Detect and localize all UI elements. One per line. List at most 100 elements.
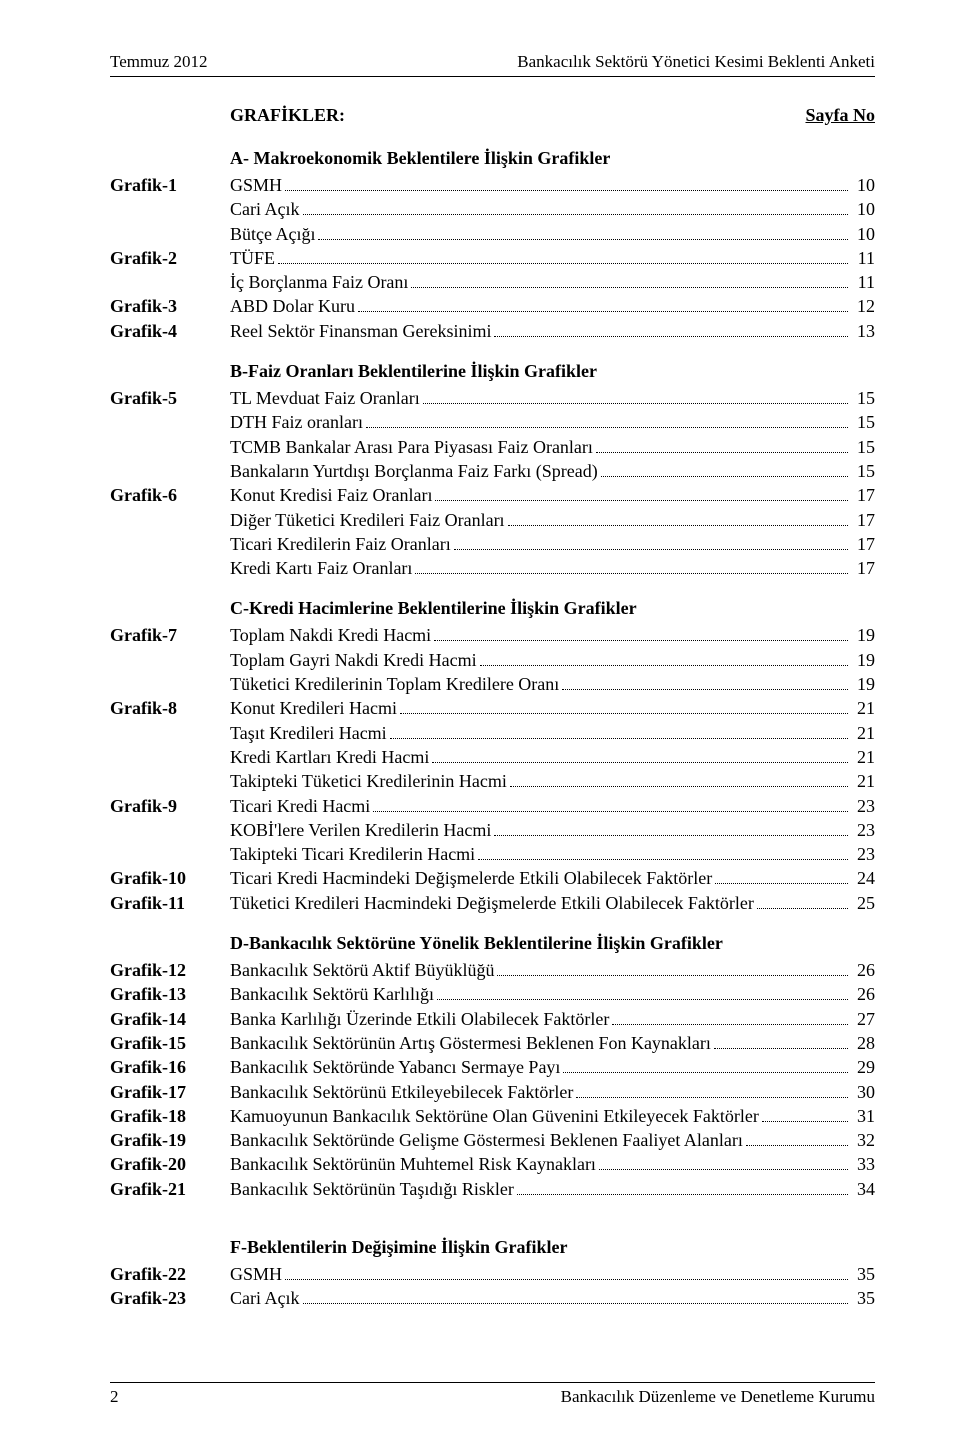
page-header: Temmuz 2012 Bankacılık Sektörü Yönetici …: [110, 52, 875, 72]
toc-line: Kredi Kartı Faiz Oranları17: [110, 556, 875, 580]
toc-leader-dots: [478, 859, 848, 860]
toc-leader-dots: [366, 427, 848, 428]
toc-line: Grafik-11Tüketici Kredileri Hacmindeki D…: [110, 891, 875, 915]
toc-leader-dots: [517, 1194, 848, 1195]
toc-line: Grafik-9Ticari Kredi Hacmi23: [110, 794, 875, 818]
toc-text: Bankacılık Sektöründe Yabancı Sermaye Pa…: [230, 1055, 560, 1079]
toc-text: Bankacılık Sektörü Karlılığı: [230, 982, 434, 1006]
toc-text: İç Borçlanma Faiz Oranı: [230, 270, 408, 294]
toc-page-number: 26: [851, 982, 875, 1006]
toc-page-number: 29: [851, 1055, 875, 1079]
toc-leader-dots: [510, 786, 848, 787]
toc-page-number: 34: [851, 1177, 875, 1201]
toc-line: Grafik-7Toplam Nakdi Kredi Hacmi19: [110, 623, 875, 647]
header-left-text: Temmuz 2012: [110, 52, 207, 72]
toc-page-number: 28: [851, 1031, 875, 1055]
toc-page-number: 24: [851, 866, 875, 890]
toc-text: Takipteki Ticari Kredilerin Hacmi: [230, 842, 475, 866]
toc-leader-dots: [278, 263, 848, 264]
toc-page-number: 17: [851, 508, 875, 532]
toc-leader-dots: [757, 908, 848, 909]
toc-line: Takipteki Tüketici Kredilerinin Hacmi21: [110, 769, 875, 793]
toc-page-number: 17: [851, 483, 875, 507]
toc-page-number: 21: [851, 696, 875, 720]
toc-leader-dots: [303, 1303, 849, 1304]
toc-leader-dots: [494, 336, 848, 337]
toc-label: Grafik-6: [110, 483, 230, 507]
toc-line: Grafik-15Bankacılık Sektörünün Artış Gös…: [110, 1031, 875, 1055]
toc-text: Cari Açık: [230, 197, 300, 221]
toc-line: TCMB Bankalar Arası Para Piyasası Faiz O…: [110, 435, 875, 459]
toc-text: Tüketici Kredileri Hacmindeki Değişmeler…: [230, 891, 754, 915]
toc-leader-dots: [562, 689, 848, 690]
toc-text: Kredi Kartı Faiz Oranları: [230, 556, 412, 580]
toc-line: Grafik-6Konut Kredisi Faiz Oranları17: [110, 483, 875, 507]
toc-leader-dots: [285, 190, 848, 191]
toc-line: Grafik-3ABD Dolar Kuru12: [110, 294, 875, 318]
toc-label: Grafik-1: [110, 173, 230, 197]
toc-label: Grafik-19: [110, 1128, 230, 1152]
toc-page-number: 19: [851, 623, 875, 647]
toc-page-number: 21: [851, 769, 875, 793]
toc-line: Grafik-17Bankacılık Sektörünü Etkileyebi…: [110, 1080, 875, 1104]
toc-page-number: 33: [851, 1152, 875, 1176]
toc-leader-dots: [601, 476, 848, 477]
toc-leader-dots: [454, 549, 848, 550]
toc-page-number: 15: [851, 435, 875, 459]
toc-label: Grafik-7: [110, 623, 230, 647]
toc-text: Kredi Kartları Kredi Hacmi: [230, 745, 429, 769]
toc-line: Grafik-1GSMH10: [110, 173, 875, 197]
toc-page-number: 11: [851, 270, 875, 294]
footer-right-text: Bankacılık Düzenleme ve Denetleme Kurumu: [561, 1387, 875, 1407]
toc-label: Grafik-21: [110, 1177, 230, 1201]
toc-leader-dots: [285, 1279, 848, 1280]
toc-text: TCMB Bankalar Arası Para Piyasası Faiz O…: [230, 435, 593, 459]
toc-leader-dots: [576, 1097, 848, 1098]
toc-label: Grafik-10: [110, 866, 230, 890]
toc-leader-dots: [400, 713, 848, 714]
toc-text: GSMH: [230, 1262, 282, 1286]
toc-line: Grafik-19Bankacılık Sektöründe Gelişme G…: [110, 1128, 875, 1152]
toc-leader-dots: [494, 835, 848, 836]
toc-leader-dots: [596, 452, 848, 453]
toc-page-number: 21: [851, 745, 875, 769]
toc-page-number: 25: [851, 891, 875, 915]
toc-line: Takipteki Ticari Kredilerin Hacmi 23: [110, 842, 875, 866]
toc-text: Reel Sektör Finansman Gereksinimi: [230, 319, 491, 343]
toc-text: Bankacılık Sektörü Aktif Büyüklüğü: [230, 958, 494, 982]
toc-leader-dots: [434, 640, 848, 641]
toc-label: Grafik-20: [110, 1152, 230, 1176]
toc-page-number: 15: [851, 459, 875, 483]
toc-line: Grafik-14Banka Karlılığı Üzerinde Etkili…: [110, 1007, 875, 1031]
toc-text: Konut Kredileri Hacmi: [230, 696, 397, 720]
toc-leader-dots: [318, 239, 848, 240]
toc-label: Grafik-2: [110, 246, 230, 270]
toc-label: Grafik-12: [110, 958, 230, 982]
toc-text: Cari Açık: [230, 1286, 300, 1310]
toc-text: DTH Faiz oranları: [230, 410, 363, 434]
toc-label: Grafik-15: [110, 1031, 230, 1055]
toc-page-number: 11: [851, 246, 875, 270]
toc-leader-dots: [563, 1072, 848, 1073]
toc-line: Grafik-2TÜFE 11: [110, 246, 875, 270]
toc-page-col-title: Sayfa No: [805, 105, 875, 126]
toc-label: Grafik-9: [110, 794, 230, 818]
toc-text: Bankacılık Sektöründe Gelişme Göstermesi…: [230, 1128, 743, 1152]
toc-text: Toplam Gayri Nakdi Kredi Hacmi: [230, 648, 477, 672]
toc-page-number: 10: [851, 197, 875, 221]
toc-text: TÜFE: [230, 246, 275, 270]
footer-page-number: 2: [110, 1387, 119, 1407]
toc-text: ABD Dolar Kuru: [230, 294, 355, 318]
toc-line: Grafik-13Bankacılık Sektörü Karlılığı26: [110, 982, 875, 1006]
section-heading: D-Bankacılık Sektörüne Yönelik Beklentil…: [110, 933, 875, 954]
toc-leader-dots: [373, 811, 848, 812]
toc-leader-dots: [612, 1024, 848, 1025]
toc-label: Grafik-11: [110, 891, 230, 915]
toc-page-number: 35: [851, 1286, 875, 1310]
toc-text: Ticari Kredi Hacmindeki Değişmelerde Etk…: [230, 866, 712, 890]
toc-page-number: 23: [851, 842, 875, 866]
toc-line: İç Borçlanma Faiz Oranı 11: [110, 270, 875, 294]
toc-line: Tüketici Kredilerinin Toplam Kredilere O…: [110, 672, 875, 696]
toc-line: Toplam Gayri Nakdi Kredi Hacmi19: [110, 648, 875, 672]
toc-leader-dots: [390, 738, 848, 739]
